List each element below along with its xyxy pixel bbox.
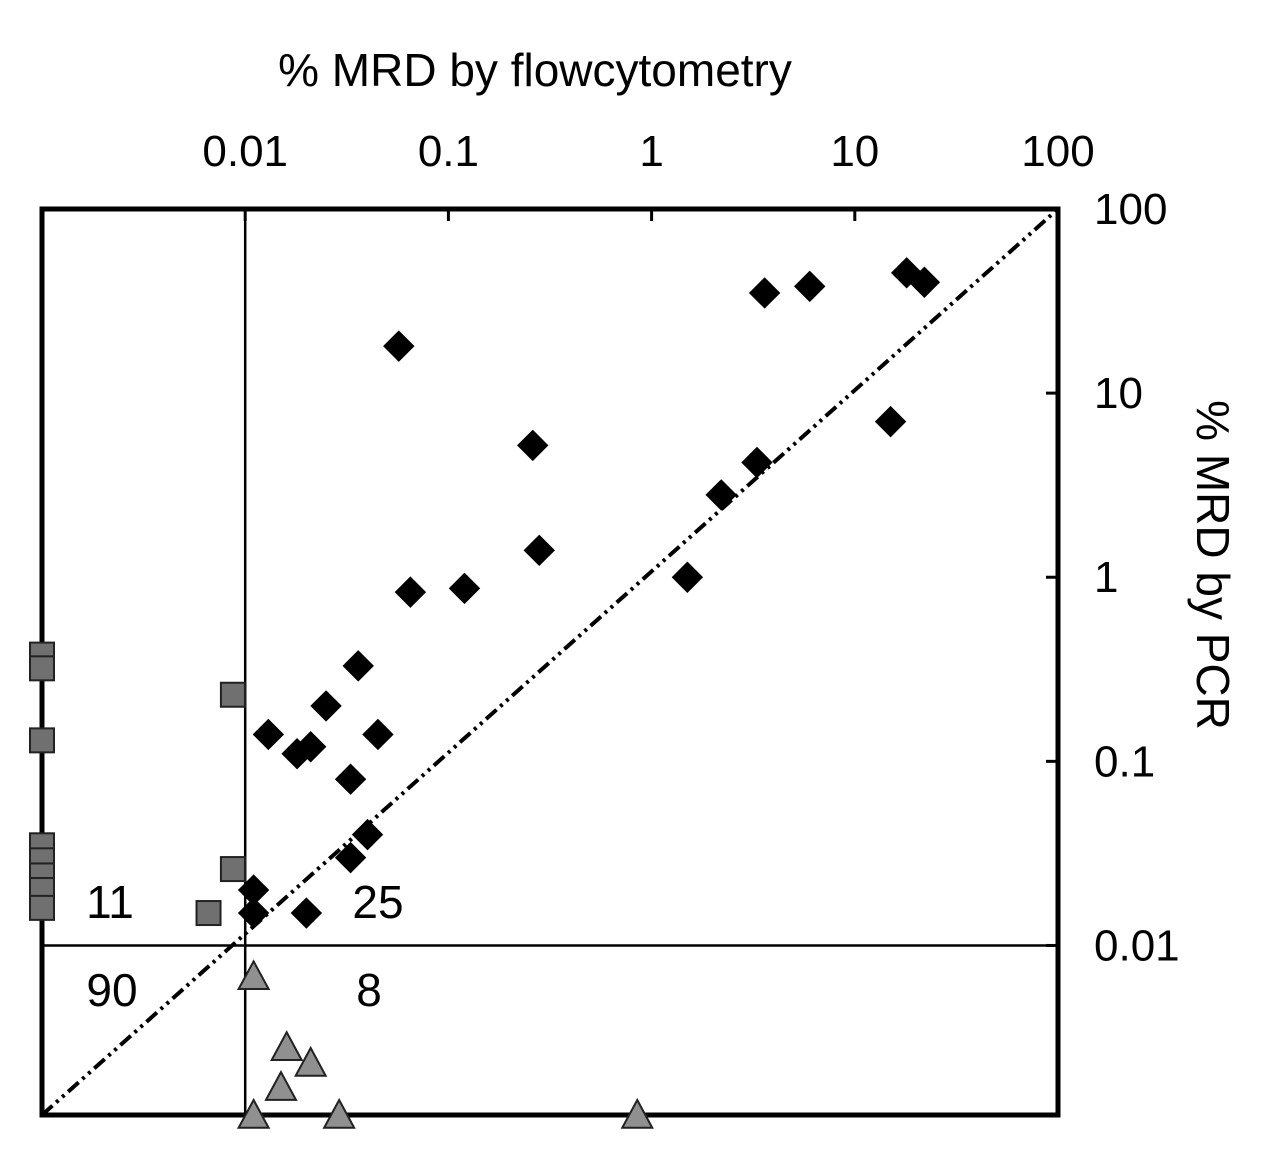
quadrant-count-lower-left: 90 bbox=[86, 964, 137, 1016]
x-tick-group: 0.01 0.1 1 10 100 bbox=[202, 127, 1095, 221]
diamond-point bbox=[252, 718, 285, 751]
quadrant-count-upper-right: 25 bbox=[352, 876, 403, 928]
y-tick-label: 0.1 bbox=[1094, 737, 1155, 786]
diagonal-line bbox=[40, 207, 1060, 1117]
square-point bbox=[219, 856, 246, 883]
y-tick-label: 0.01 bbox=[1094, 921, 1180, 970]
triangle-point bbox=[236, 1097, 271, 1129]
triangle-point bbox=[264, 1070, 298, 1101]
triangle-point bbox=[620, 1097, 654, 1129]
y-axis-title: % MRD by PCR bbox=[1187, 400, 1239, 730]
diamond-point bbox=[741, 446, 773, 479]
points-group bbox=[29, 257, 941, 1129]
x-tick-label: 10 bbox=[830, 127, 879, 176]
triangle-point bbox=[293, 1045, 328, 1077]
diamond-point bbox=[342, 650, 374, 682]
y-tick-label: 100 bbox=[1094, 185, 1167, 234]
diamond-point bbox=[523, 534, 555, 567]
diamond-point bbox=[874, 405, 907, 438]
y-tick-label: 10 bbox=[1094, 369, 1143, 418]
diamond-point bbox=[383, 330, 415, 362]
quadrant-count-upper-left: 11 bbox=[86, 876, 134, 928]
diamond-point bbox=[362, 718, 394, 751]
diamond-point bbox=[517, 429, 549, 462]
triangle-point bbox=[236, 959, 271, 991]
diamond-point bbox=[334, 841, 367, 874]
diamond-point bbox=[748, 277, 781, 309]
square-point bbox=[29, 655, 55, 682]
x-tick-label: 0.01 bbox=[202, 127, 288, 176]
diamond-point bbox=[394, 576, 427, 608]
quadrant-count-lower-right: 8 bbox=[356, 964, 382, 1016]
x-axis-title: % MRD by flowcytometry bbox=[278, 44, 792, 96]
x-tick-label: 1 bbox=[639, 127, 663, 176]
diamond-point bbox=[705, 479, 737, 511]
x-tick-label: 100 bbox=[1021, 127, 1094, 176]
diamond-point bbox=[290, 897, 323, 929]
diamond-point bbox=[294, 731, 327, 763]
diamond-point bbox=[671, 561, 704, 593]
diamond-point bbox=[237, 897, 270, 929]
x-tick-label: 0.1 bbox=[418, 127, 479, 176]
square-point bbox=[29, 727, 55, 754]
triangle-point bbox=[322, 1097, 356, 1129]
square-point bbox=[195, 900, 222, 927]
square-point bbox=[29, 894, 55, 921]
diamond-point bbox=[310, 690, 342, 722]
diamond-point bbox=[908, 266, 941, 298]
y-tick-label: 1 bbox=[1094, 553, 1118, 602]
y-tick-group: 100 10 1 0.1 0.01 bbox=[1046, 185, 1180, 970]
diamond-point bbox=[334, 763, 367, 795]
square-point bbox=[219, 681, 246, 708]
diamond-point bbox=[351, 818, 384, 851]
triangle-point bbox=[269, 1030, 304, 1061]
diamond-point bbox=[448, 572, 481, 605]
diamond-point bbox=[794, 270, 826, 303]
